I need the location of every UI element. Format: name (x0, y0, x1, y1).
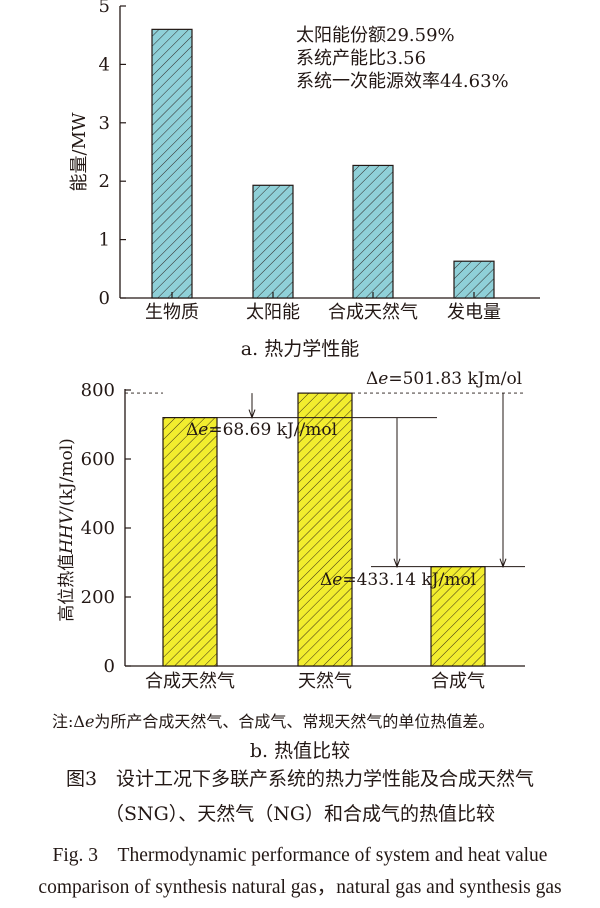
chart-b-reference-lines (125, 392, 525, 569)
y-tick-label: 600 (81, 449, 115, 470)
chart-b-ylabel: 高位热值HHV/(kJ/mol) (57, 438, 77, 622)
y-tick-label: 1 (99, 230, 110, 251)
x-tick-label: 合成气 (431, 671, 485, 692)
y-tick-label: 800 (81, 380, 115, 401)
bar-hatch (152, 29, 192, 299)
chart-b: 0 200 400 600 800 合成天然气 天然气 合成气 高位热值HHV/(kJ/mo… (57, 369, 525, 692)
annotation-solar-share: 太阳能份额29.59% (296, 25, 455, 46)
bar-hatch (431, 566, 485, 666)
delta-arrow-sng-head (248, 409, 256, 420)
y-tick-label: 0 (104, 656, 115, 677)
x-tick-label: 合成天然气 (145, 671, 235, 692)
x-tick-label: 合成天然气 (328, 302, 418, 323)
chart-b-note: 注:Δe为所产合成天然气、合成气、常规天然气的单位热值差。 (52, 712, 495, 731)
annotation-primary-efficiency: 系统一次能源效率44.63% (296, 71, 509, 92)
y-tick-label: 5 (99, 0, 110, 17)
bar-hatch (454, 261, 494, 298)
x-tick-label: 发电量 (447, 302, 501, 323)
y-tick-label: 0 (99, 288, 110, 309)
y-tick-label: 400 (81, 518, 115, 539)
figure-caption-zh-line1: 图3 设计工况下多联产系统的热力学性能及合成天然气 (65, 768, 535, 790)
x-tick-label: 生物质 (145, 302, 199, 323)
chart-a-caption: a. 热力学性能 (240, 338, 360, 360)
y-tick-label: 3 (99, 113, 110, 134)
delta-label-sng: Δe=68.69 kJ//mol (186, 420, 337, 440)
figure-caption-en-line2: comparison of synthesis natural gas，natu… (38, 877, 562, 898)
chart-a-annotations: 太阳能份额29.59% 系统产能比3.56 系统一次能源效率44.63% (296, 25, 509, 92)
x-tick-label: 天然气 (298, 671, 352, 692)
annotation-production-ratio: 系统产能比3.56 (296, 48, 426, 69)
chart-a-ylabel: 能量/MW (69, 112, 90, 191)
y-tick-label: 2 (99, 171, 110, 192)
delta-label-syngas: Δe=433.14 kJ/mol (320, 570, 476, 590)
chart-b-caption: b. 热值比较 (249, 740, 351, 762)
y-tick-label: 4 (99, 54, 110, 75)
delta-label-total: Δe=501.83 kJm/ol (366, 369, 522, 389)
y-tick-label: 200 (81, 587, 115, 608)
figure-caption-zh-line2: （SNG）、天然气（NG）和合成气的热值比较 (104, 803, 496, 825)
figure-caption-en-line1: Fig. 3 Thermodynamic performance of syst… (52, 845, 548, 866)
delta-arrow-total-head (499, 558, 507, 569)
bar-hatch (298, 393, 352, 666)
x-tick-label: 太阳能 (246, 302, 300, 323)
bar-hatch (163, 417, 217, 666)
chart-a: 0 1 2 3 4 5 生物质 太阳能 合成天然气 发电量 能量/MW 太阳能份额29.59% … (69, 0, 540, 323)
bar-hatch (353, 165, 393, 298)
bar-hatch (253, 185, 293, 298)
delta-arrow-syngas-head (393, 558, 401, 569)
